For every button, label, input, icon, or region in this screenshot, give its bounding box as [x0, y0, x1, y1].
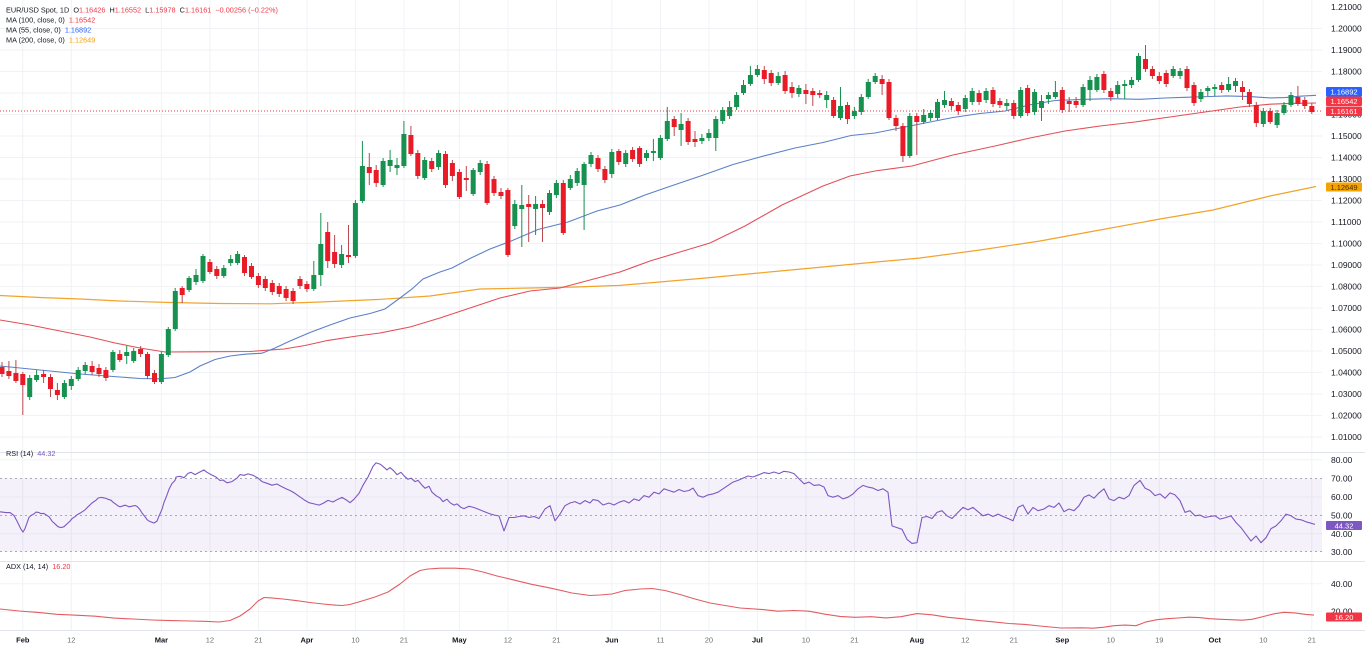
- svg-text:1.02000: 1.02000: [1331, 411, 1362, 421]
- svg-text:44.32: 44.32: [1335, 521, 1354, 530]
- svg-text:16.20: 16.20: [1335, 613, 1354, 622]
- svg-text:1.16542: 1.16542: [1330, 97, 1357, 106]
- svg-text:20: 20: [705, 636, 713, 645]
- svg-text:21: 21: [1308, 636, 1316, 645]
- svg-text:21: 21: [1010, 636, 1018, 645]
- svg-text:1.09000: 1.09000: [1331, 260, 1362, 270]
- svg-text:1.03000: 1.03000: [1331, 389, 1362, 399]
- svg-text:Mar: Mar: [155, 636, 168, 645]
- svg-text:1.12000: 1.12000: [1331, 196, 1362, 206]
- svg-text:1.04000: 1.04000: [1331, 368, 1362, 378]
- svg-text:Aug: Aug: [910, 636, 925, 645]
- svg-text:50.00: 50.00: [1331, 511, 1353, 521]
- svg-text:40.00: 40.00: [1331, 529, 1353, 539]
- svg-text:Jun: Jun: [605, 636, 619, 645]
- svg-text:1.18000: 1.18000: [1331, 67, 1362, 77]
- svg-text:1.16161: 1.16161: [1330, 107, 1357, 116]
- svg-text:1.11000: 1.11000: [1331, 217, 1361, 227]
- svg-text:19: 19: [1155, 636, 1163, 645]
- svg-text:1.20000: 1.20000: [1331, 24, 1362, 34]
- svg-text:1.08000: 1.08000: [1331, 282, 1362, 292]
- svg-text:10: 10: [802, 636, 810, 645]
- svg-text:10: 10: [1259, 636, 1267, 645]
- svg-text:1.05000: 1.05000: [1331, 346, 1362, 356]
- svg-text:21: 21: [400, 636, 408, 645]
- svg-text:ADX (14, 14) 16.20: ADX (14, 14) 16.20: [6, 562, 71, 571]
- svg-text:Apr: Apr: [300, 636, 313, 645]
- svg-text:12: 12: [67, 636, 75, 645]
- svg-text:Oct: Oct: [1209, 636, 1222, 645]
- svg-text:80.00: 80.00: [1331, 455, 1353, 465]
- svg-text:11: 11: [657, 636, 665, 645]
- svg-text:12: 12: [961, 636, 969, 645]
- svg-text:40.00: 40.00: [1331, 579, 1353, 589]
- svg-text:21: 21: [552, 636, 560, 645]
- svg-text:1.21000: 1.21000: [1331, 2, 1362, 12]
- svg-text:Jul: Jul: [752, 636, 763, 645]
- svg-text:1.01000: 1.01000: [1331, 432, 1362, 442]
- svg-text:30.00: 30.00: [1331, 547, 1353, 557]
- svg-text:60.00: 60.00: [1331, 492, 1353, 502]
- svg-text:12: 12: [206, 636, 214, 645]
- svg-text:May: May: [452, 636, 467, 645]
- svg-text:1.15000: 1.15000: [1331, 131, 1362, 141]
- svg-text:21: 21: [254, 636, 262, 645]
- svg-text:1.12649: 1.12649: [1330, 183, 1357, 192]
- svg-text:10: 10: [1107, 636, 1115, 645]
- svg-text:MA (55, close, 0) 1.16892: MA (55, close, 0) 1.16892: [6, 25, 91, 34]
- svg-text:1.16892: 1.16892: [1330, 88, 1357, 97]
- svg-text:Sep: Sep: [1055, 636, 1069, 645]
- svg-text:MA (100, close, 0) 1.16542: MA (100, close, 0) 1.16542: [6, 15, 95, 24]
- svg-text:20.00: 20.00: [1331, 607, 1353, 617]
- svg-text:EUR/USD Spot, 1D O1.16426 H1: EUR/USD Spot, 1D O1.16426 H1.16552 L1.15…: [6, 5, 278, 14]
- svg-text:1.13000: 1.13000: [1331, 174, 1362, 184]
- svg-text:1.19000: 1.19000: [1331, 45, 1362, 55]
- svg-text:RSI (14) 44.32: RSI (14) 44.32: [6, 449, 56, 458]
- svg-text:MA (200, close, 0) 1.12649: MA (200, close, 0) 1.12649: [6, 35, 95, 44]
- svg-text:1.06000: 1.06000: [1331, 325, 1362, 335]
- svg-text:1.07000: 1.07000: [1331, 303, 1362, 313]
- svg-text:1.14000: 1.14000: [1331, 153, 1362, 163]
- svg-text:Feb: Feb: [16, 636, 30, 645]
- svg-text:12: 12: [504, 636, 512, 645]
- svg-text:1.10000: 1.10000: [1331, 239, 1362, 249]
- svg-text:70.00: 70.00: [1331, 474, 1353, 484]
- svg-text:21: 21: [850, 636, 858, 645]
- svg-text:10: 10: [351, 636, 359, 645]
